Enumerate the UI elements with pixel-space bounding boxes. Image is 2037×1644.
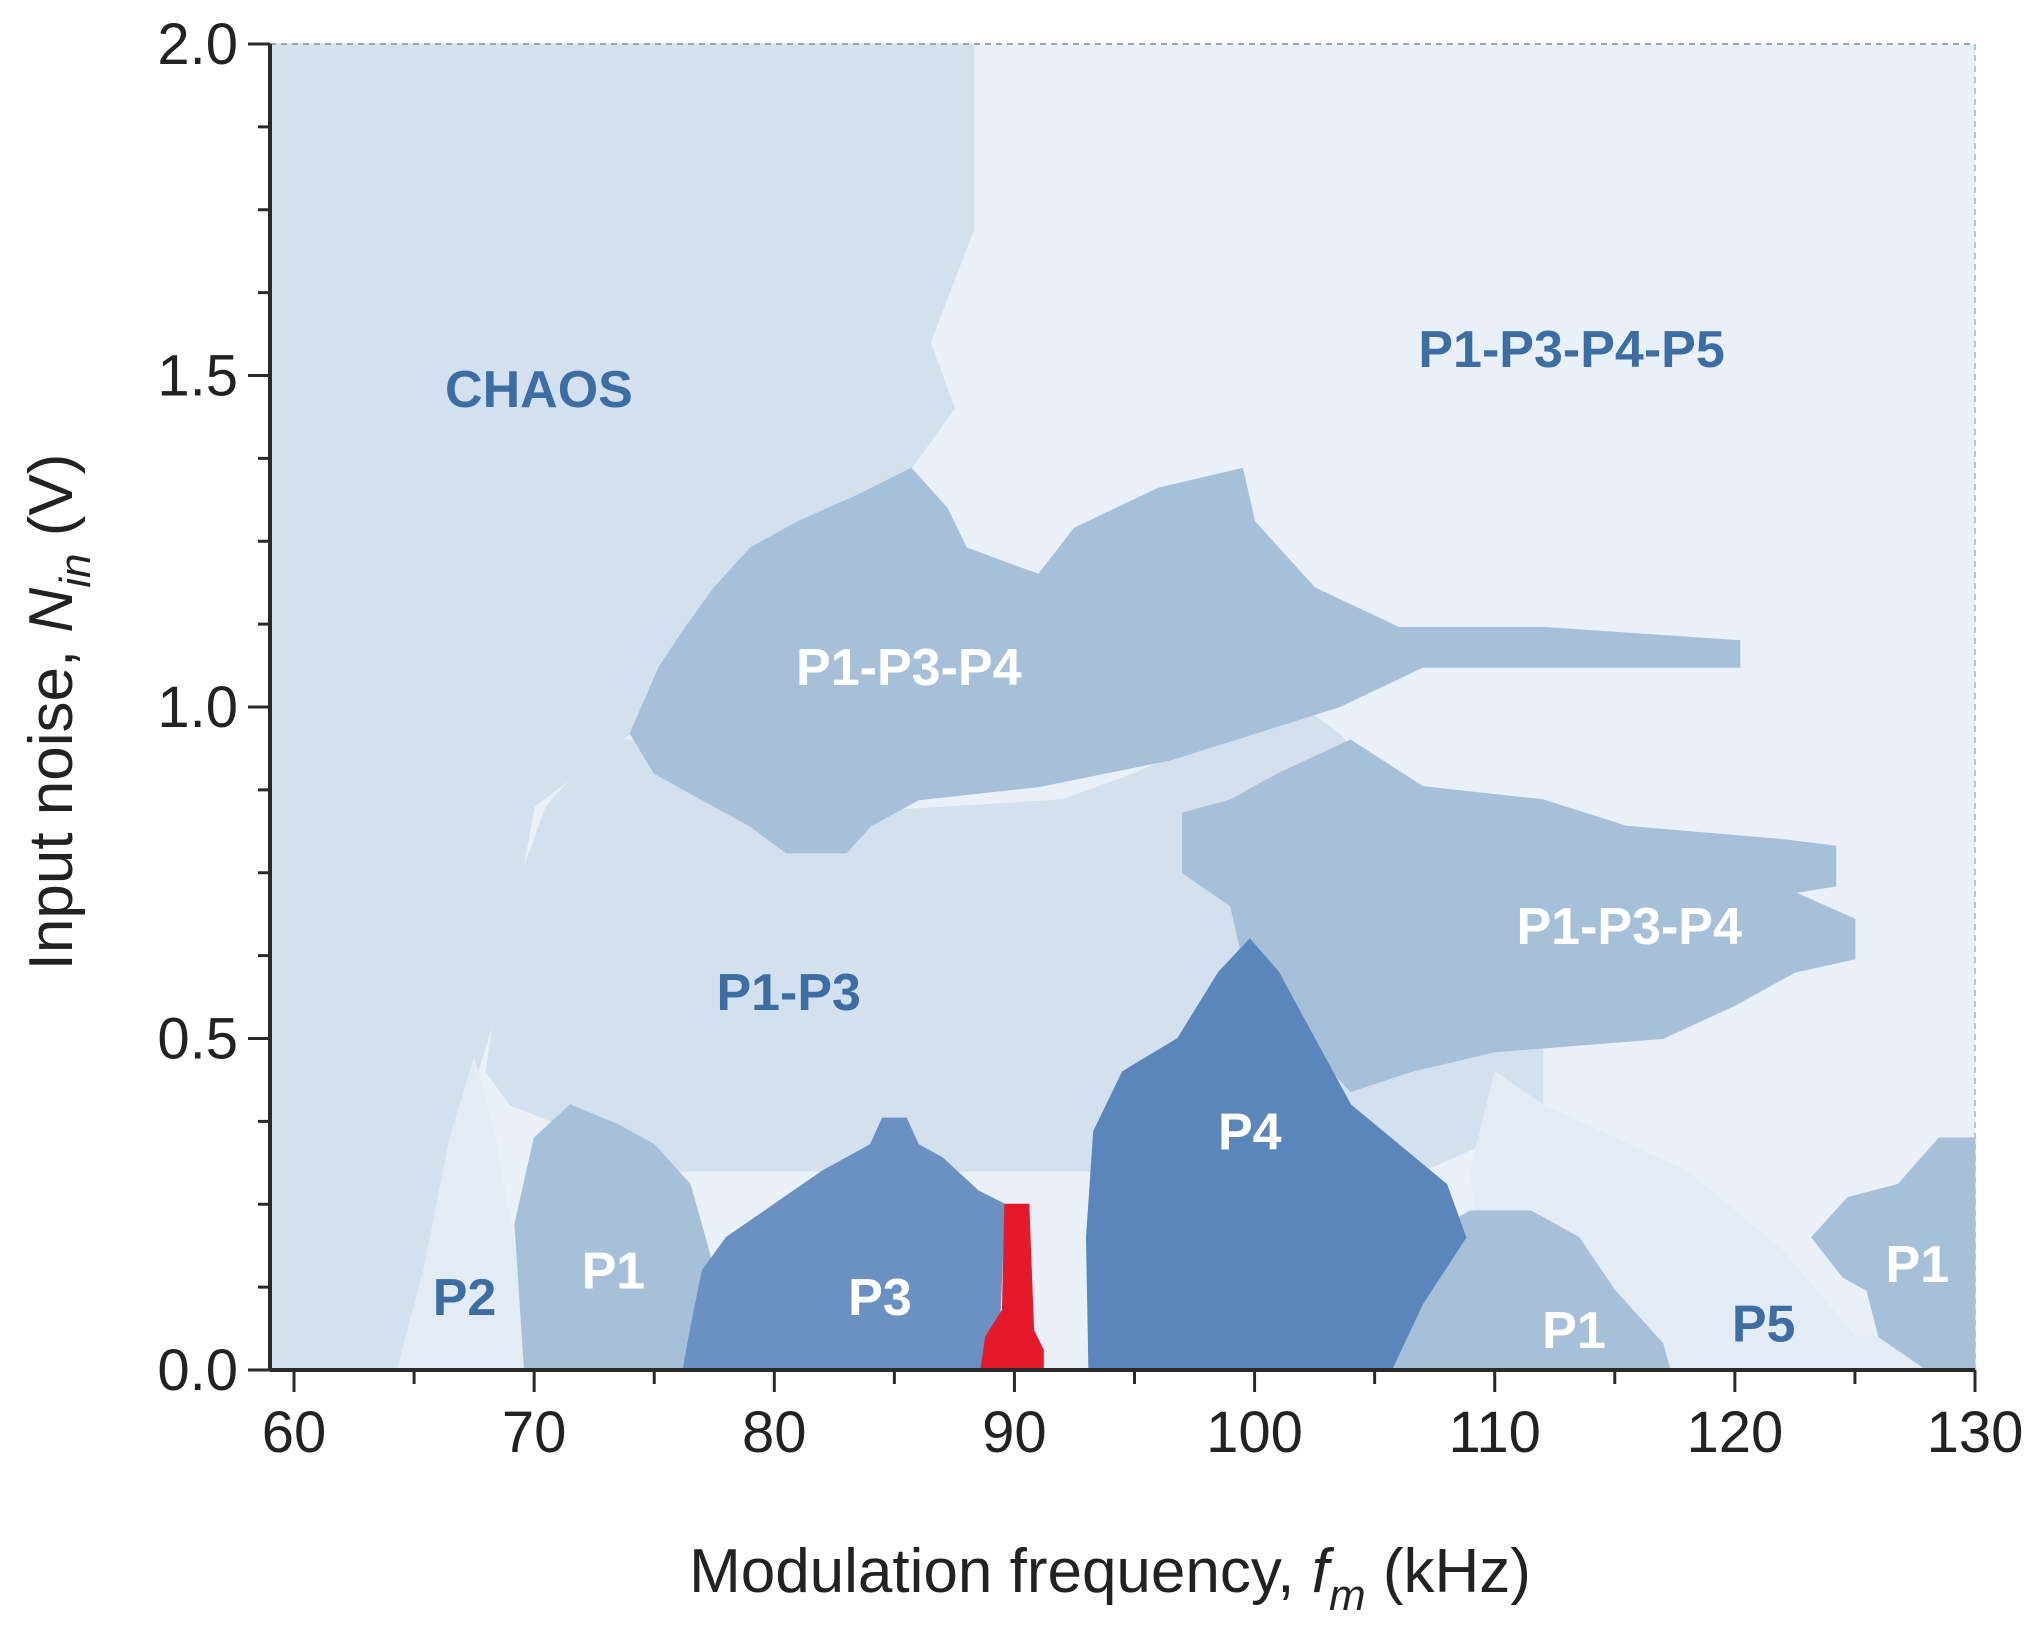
y-axis-symbol: N [17, 588, 86, 633]
y-axis-subscript: in [51, 554, 100, 588]
y-tick-label: 1.5 [157, 344, 238, 409]
region-labels: CHAOS P1-P3-P4-P5 P1-P3-P4 P1-P3-P4 P1-P3 P4 P… [433, 321, 1949, 1360]
y-axis-unit: (V) [17, 454, 86, 554]
region-p1-p3-p4-upper [629, 467, 1741, 854]
x-tick-label: 80 [742, 1400, 807, 1465]
region-label: P1-P3-P4 [796, 639, 1022, 697]
region-highlight [980, 1203, 1044, 1371]
x-axis-subscript: m [1329, 1571, 1366, 1620]
y-tick-label: 0.0 [157, 1338, 238, 1403]
x-axis-title-prefix: Modulation frequency, [689, 1537, 1312, 1606]
region-p4 [1085, 938, 1467, 1371]
y-tick-label: 1.0 [157, 675, 238, 740]
region-label: CHAOS [445, 361, 633, 419]
region-label: P2 [433, 1269, 497, 1327]
region-label: P3 [848, 1269, 912, 1327]
region-label: P1-P3-P4-P5 [1418, 321, 1724, 379]
region-label: P4 [1218, 1103, 1282, 1161]
region-label: P1-P3-P4 [1516, 898, 1742, 956]
y-axis-title-prefix: Input noise, [17, 633, 86, 971]
y-tick-label: 2.0 [157, 12, 238, 77]
region-p3 [682, 1117, 1006, 1371]
region-label: P1 [1542, 1302, 1606, 1360]
x-axis-ticks: 60 70 80 90 100 110 120 130 [262, 1370, 2024, 1465]
y-axis-ticks: 0.0 0.5 1.0 1.5 2.0 [157, 12, 270, 1403]
y-tick-label: 0.5 [157, 1007, 238, 1072]
x-tick-label: 130 [1927, 1400, 2024, 1465]
x-axis-unit: (kHz) [1366, 1537, 1531, 1606]
region-label: P1 [582, 1243, 646, 1301]
x-tick-label: 100 [1206, 1400, 1303, 1465]
x-tick-label: 70 [502, 1400, 567, 1465]
y-axis-title: Input noise, Nin (V) [17, 454, 100, 971]
x-tick-label: 60 [262, 1400, 327, 1465]
x-tick-label: 110 [1448, 1400, 1540, 1465]
region-label: P1-P3 [716, 964, 861, 1022]
region-label: P5 [1732, 1296, 1796, 1354]
region-label: P1 [1886, 1236, 1950, 1294]
x-tick-label: 90 [982, 1400, 1047, 1465]
region-p1-right [1811, 1137, 1976, 1371]
x-axis-title: Modulation frequency, fm (kHz) [689, 1537, 1531, 1620]
x-tick-label: 120 [1686, 1400, 1783, 1465]
regions [269, 43, 1976, 1371]
